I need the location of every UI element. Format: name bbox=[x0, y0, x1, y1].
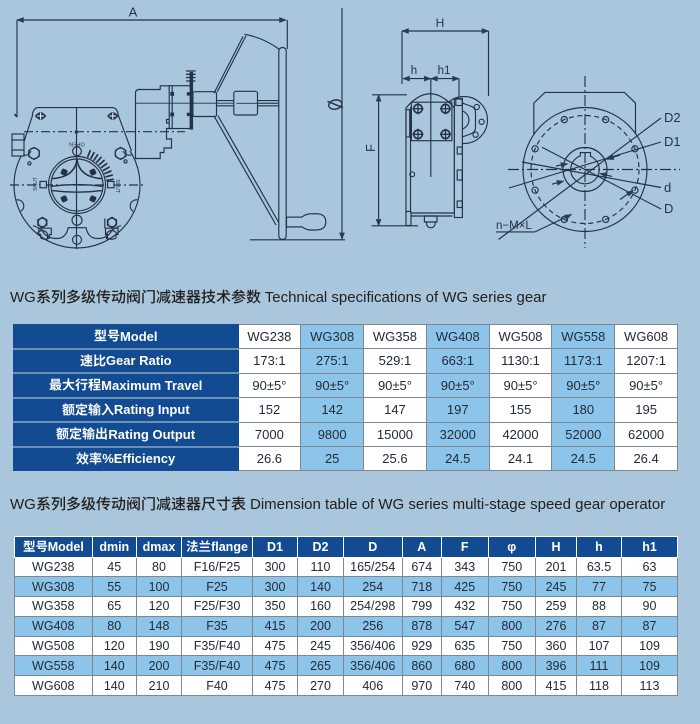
svg-text:SHUT: SHUT bbox=[33, 177, 39, 191]
svg-text:SHUT: SHUT bbox=[114, 179, 120, 193]
svg-text:h1: h1 bbox=[438, 65, 451, 77]
svg-text:D2: D2 bbox=[664, 110, 681, 125]
svg-text:d: d bbox=[664, 180, 671, 195]
svg-text:H: H bbox=[436, 16, 445, 30]
svg-text:F: F bbox=[363, 144, 378, 152]
svg-text:D: D bbox=[664, 201, 673, 216]
svg-text:h: h bbox=[411, 65, 417, 77]
svg-text:A: A bbox=[129, 5, 138, 20]
svg-text:n−M×L: n−M×L bbox=[496, 220, 532, 232]
svg-text:D1: D1 bbox=[664, 134, 681, 149]
svg-text:OPEN: OPEN bbox=[69, 141, 85, 147]
